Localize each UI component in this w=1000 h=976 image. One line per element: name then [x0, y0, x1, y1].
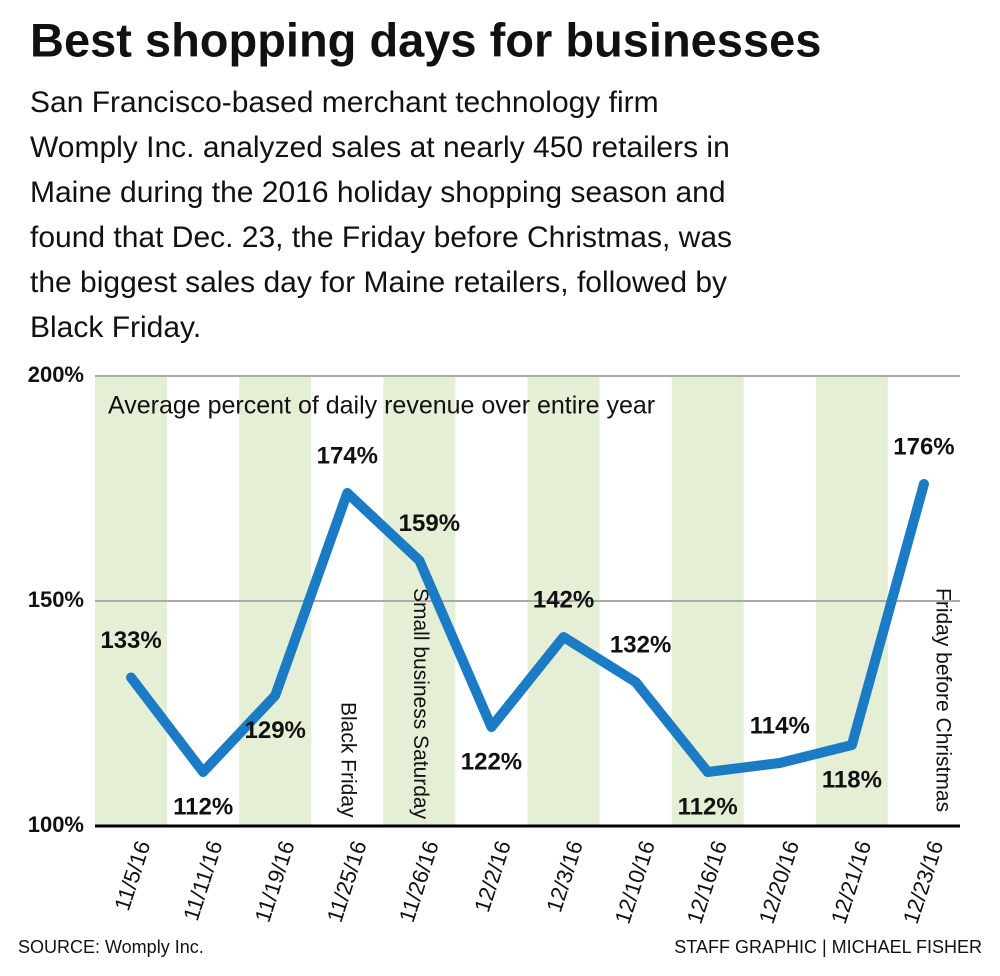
subtitle-line: San Francisco-based merchant technology …: [30, 86, 659, 119]
y-axis-label: Average percent of daily revenue over en…: [108, 392, 655, 420]
value-label: 174%: [317, 442, 378, 469]
x-tick-label: 11/11/16: [178, 838, 227, 924]
x-tick-label: 12/20/16: [754, 838, 804, 927]
value-label: 133%: [100, 627, 161, 654]
annotation: Friday before Christmas: [931, 588, 954, 812]
subtitle-line: found that Dec. 23, the Friday before Ch…: [30, 221, 732, 254]
value-label: 122%: [461, 748, 522, 775]
x-tick-label: 11/26/16: [394, 838, 444, 926]
value-label: 129%: [245, 717, 306, 744]
line: [126, 479, 929, 777]
x-tick-label: 12/16/16: [682, 838, 732, 927]
subtitle-line: Black Friday.: [30, 311, 201, 344]
x-tick-label: 12/2/16: [469, 838, 515, 916]
value-label: 118%: [822, 766, 882, 793]
value-label: 132%: [610, 631, 671, 658]
value-label: 176%: [893, 433, 954, 460]
credit: STAFF GRAPHIC | MICHAEL FISHER: [674, 937, 982, 957]
y-tick-label: 100%: [28, 812, 84, 837]
y-tick-label: 200%: [28, 362, 84, 387]
x-tick-label: 11/25/16: [322, 838, 372, 926]
chart-title: Best shopping days for businesses: [30, 13, 821, 66]
annotation: Black Friday: [337, 702, 360, 818]
x-tick-label: 12/21/16: [826, 838, 876, 927]
x-tick-label: 12/23/16: [898, 838, 948, 927]
y-tick-label: 150%: [28, 587, 84, 612]
value-label: 112%: [678, 793, 738, 820]
annotation: Small business Saturday: [409, 588, 432, 820]
subtitle-line: the biggest sales day for Maine retailer…: [30, 266, 727, 299]
value-label: 142%: [533, 586, 594, 613]
subtitle-line: Maine during the 2016 holiday shopping s…: [30, 176, 726, 209]
x-tick-label: 11/19/16: [250, 838, 300, 926]
x-tick-label: 11/5/16: [109, 838, 155, 914]
subtitle-line: Womply Inc. analyzed sales at nearly 450…: [30, 131, 730, 164]
value-label: 112%: [173, 793, 233, 820]
value-label: 159%: [399, 510, 460, 537]
x-tick-label: 12/3/16: [541, 838, 587, 916]
value-label: 114%: [750, 712, 810, 739]
source: SOURCE: Womply Inc.: [18, 937, 204, 957]
x-tick-label: 12/10/16: [610, 838, 660, 927]
